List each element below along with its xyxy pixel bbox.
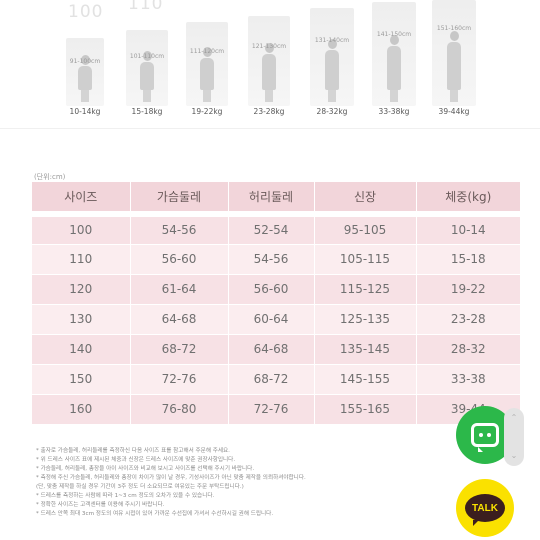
background-number-100: 100 xyxy=(68,2,104,22)
table-row: 100 54-56 52-54 95-105 10-14 xyxy=(32,214,520,245)
note-item: * 정확한 사이즈는 고객센터를 이용해 주시기 바랍니다. xyxy=(36,502,165,508)
header-chest: 가슴둘레 xyxy=(130,182,229,217)
figure-photo xyxy=(432,0,476,106)
weight-label: 23-28kg xyxy=(253,107,285,116)
cell-size: 160 xyxy=(32,394,131,425)
size-notes: * 출자로 가슴둘레, 허리둘레를 측정하신 다음 사이즈 표를 참고해서 주문… xyxy=(36,447,456,519)
cell-waist: 56-60 xyxy=(228,274,315,305)
cell-height: 155-165 xyxy=(314,394,417,425)
figure-photo xyxy=(248,16,290,106)
cell-chest: 56-60 xyxy=(130,244,229,275)
figure-photo xyxy=(126,30,168,106)
cell-waist: 64-68 xyxy=(228,334,315,365)
cell-size: 110 xyxy=(32,244,131,275)
cell-height: 135-145 xyxy=(314,334,417,365)
cell-size: 140 xyxy=(32,334,131,365)
cell-chest: 64-68 xyxy=(130,304,229,335)
height-label: 91-100cm xyxy=(69,58,101,65)
cell-size: 120 xyxy=(32,274,131,305)
weight-label: 28-32kg xyxy=(316,107,348,116)
size-chart-table: 사이즈 가슴둘레 허리둘레 신장 체중(kg) 100 54-56 52-54 … xyxy=(32,182,520,425)
cell-weight: 28-32 xyxy=(416,334,520,365)
cell-chest: 68-72 xyxy=(130,334,229,365)
cell-weight: 19-22 xyxy=(416,274,520,305)
cell-size: 150 xyxy=(32,364,131,395)
child-silhouette xyxy=(262,43,276,102)
weight-label: 19-22kg xyxy=(191,107,223,116)
child-silhouette xyxy=(200,47,214,102)
cell-height: 95-105 xyxy=(314,214,417,245)
cell-size: 100 xyxy=(32,214,131,245)
figure-photo xyxy=(372,2,416,106)
header-height: 신장 xyxy=(314,182,417,217)
note-item: * 위 드레스 사이즈 표에 제시된 체중과 신장은 드레스 사이즈에 맞춘 권… xyxy=(36,457,236,463)
cell-chest: 54-56 xyxy=(130,214,229,245)
figure-photo xyxy=(310,8,354,106)
cell-waist: 52-54 xyxy=(228,214,315,245)
note-item: * 출자로 가슴둘레, 허리둘레를 측정하신 다음 사이즈 표를 참고해서 주문… xyxy=(36,448,230,454)
height-label: 111-120cm xyxy=(189,48,225,55)
child-silhouette xyxy=(140,51,154,102)
weight-label: 33-38kg xyxy=(378,107,410,116)
unit-label: (단위:cm) xyxy=(34,173,66,181)
note-item: (단, 맞춤 제작을 하실 경우 기간이 3주 정도 더 소요되므로 여유있는 … xyxy=(36,484,244,490)
scroll-up-icon[interactable]: ⌃ xyxy=(510,413,518,422)
cell-height: 125-135 xyxy=(314,304,417,335)
cell-weight: 10-14 xyxy=(416,214,520,245)
cell-height: 115-125 xyxy=(314,274,417,305)
height-label: 141-150cm xyxy=(376,31,412,38)
table-row: 140 68-72 64-68 135-145 28-32 xyxy=(32,334,520,365)
scroll-down-icon[interactable]: ⌄ xyxy=(510,451,518,460)
header-size: 사이즈 xyxy=(32,182,131,217)
weight-label: 10-14kg xyxy=(69,107,101,116)
kakao-talk-label: TALK xyxy=(472,502,498,514)
weight-label: 39-44kg xyxy=(438,107,470,116)
scroll-control[interactable]: ⌃ ⌄ xyxy=(504,408,524,466)
cell-waist: 72-76 xyxy=(228,394,315,425)
header-weight: 체중(kg) xyxy=(416,182,520,217)
table-row: 160 76-80 72-76 155-165 39-44 xyxy=(32,394,520,425)
cell-chest: 61-64 xyxy=(130,274,229,305)
note-item: * 드레스를 측정하는 사람에 따라 1~3 cm 정도의 오차가 있을 수 있… xyxy=(36,493,215,499)
cell-chest: 72-76 xyxy=(130,364,229,395)
height-label: 151-160cm xyxy=(436,25,472,32)
height-label: 101-110cm xyxy=(129,53,165,60)
kakao-bubble-icon: TALK xyxy=(465,494,505,526)
cell-height: 105-115 xyxy=(314,244,417,275)
note-item: * 드레스 안쪽 최대 3cm 정도의 여유 시접이 있어 가까운 수선집에 가… xyxy=(36,511,274,517)
figure-photo xyxy=(186,22,228,106)
cell-waist: 54-56 xyxy=(228,244,315,275)
background-number-110: 110 xyxy=(128,0,164,14)
cell-weight: 23-28 xyxy=(416,304,520,335)
cell-waist: 60-64 xyxy=(228,304,315,335)
cell-waist: 68-72 xyxy=(228,364,315,395)
child-silhouette xyxy=(387,35,401,102)
child-silhouette xyxy=(78,55,92,102)
height-label: 131-140cm xyxy=(314,37,350,44)
cell-height: 145-155 xyxy=(314,364,417,395)
cell-size: 130 xyxy=(32,304,131,335)
weight-label: 15-18kg xyxy=(131,107,163,116)
table-row: 150 72-76 68-72 145-155 33-38 xyxy=(32,364,520,395)
cell-weight: 33-38 xyxy=(416,364,520,395)
table-header-row: 사이즈 가슴둘레 허리둘레 신장 체중(kg) xyxy=(32,182,520,217)
header-waist: 허리둘레 xyxy=(228,182,315,217)
table-row: 110 56-60 54-56 105-115 15-18 xyxy=(32,244,520,275)
figure-photo xyxy=(66,38,104,106)
kakao-talk-button[interactable]: TALK xyxy=(456,479,514,537)
size-figure-strip: 100 110 91-100cm 101-110cm 111-120cm 121… xyxy=(0,0,540,128)
child-silhouette xyxy=(325,39,339,102)
cell-chest: 76-80 xyxy=(130,394,229,425)
cell-weight: 15-18 xyxy=(416,244,520,275)
table-row: 120 61-64 56-60 115-125 19-22 xyxy=(32,274,520,305)
height-label: 121-130cm xyxy=(251,43,287,50)
chat-bubble-icon xyxy=(471,423,499,452)
divider xyxy=(0,128,540,129)
table-row: 130 64-68 60-64 125-135 23-28 xyxy=(32,304,520,335)
note-item: * 가슴둘레, 허리둘레, 총장을 아이 사이즈와 비교해 보시고 사이즈를 선… xyxy=(36,466,255,472)
note-item: * 측정해 주신 가슴둘레, 허리둘레와 총장이 차이가 많이 날 경우, 기성… xyxy=(36,475,306,481)
child-silhouette xyxy=(447,31,461,102)
